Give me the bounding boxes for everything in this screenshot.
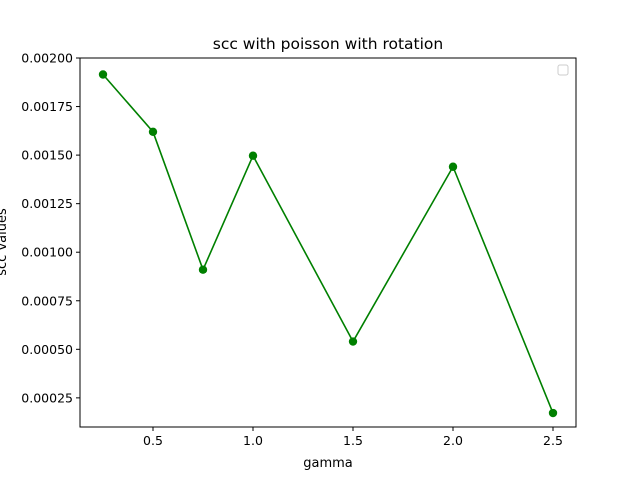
y-tick-label: 0.00200 (21, 51, 73, 66)
data-point (448, 162, 458, 171)
y-tick-label: 0.00025 (21, 390, 73, 405)
x-tick-label: 1.0 (243, 433, 263, 448)
data-point (98, 70, 108, 79)
plot-frame (79, 57, 577, 428)
legend-box[interactable] (557, 64, 569, 76)
y-tick-label: 0.00075 (21, 293, 73, 308)
x-tick-label: 0.5 (143, 433, 163, 448)
y-axis: 0.00025 0.00050 0.00075 0.00100 0.00125 0.001… (21, 51, 80, 405)
data-point (248, 151, 258, 160)
chart-title: scc with poisson with rotation (213, 35, 443, 53)
x-tick-label: 2.5 (543, 433, 563, 448)
y-tick-label: 0.00150 (21, 148, 73, 163)
plot-area (98, 70, 558, 418)
data-point (148, 127, 158, 136)
x-tick-label: 1.5 (343, 433, 363, 448)
y-tick-label: 0.00125 (21, 196, 73, 211)
x-axis: 0.5 1.0 1.5 2.0 2.5 (143, 427, 563, 448)
y-tick-label: 0.00100 (21, 245, 73, 260)
y-tick-label: 0.00050 (21, 342, 73, 357)
y-axis-label: scc values (0, 208, 10, 276)
x-tick-label: 2.0 (443, 433, 463, 448)
y-tick-label: 0.00175 (21, 99, 73, 114)
data-point (548, 408, 558, 418)
x-axis-label: gamma (303, 456, 353, 471)
data-point (198, 265, 208, 274)
data-point (348, 337, 358, 346)
